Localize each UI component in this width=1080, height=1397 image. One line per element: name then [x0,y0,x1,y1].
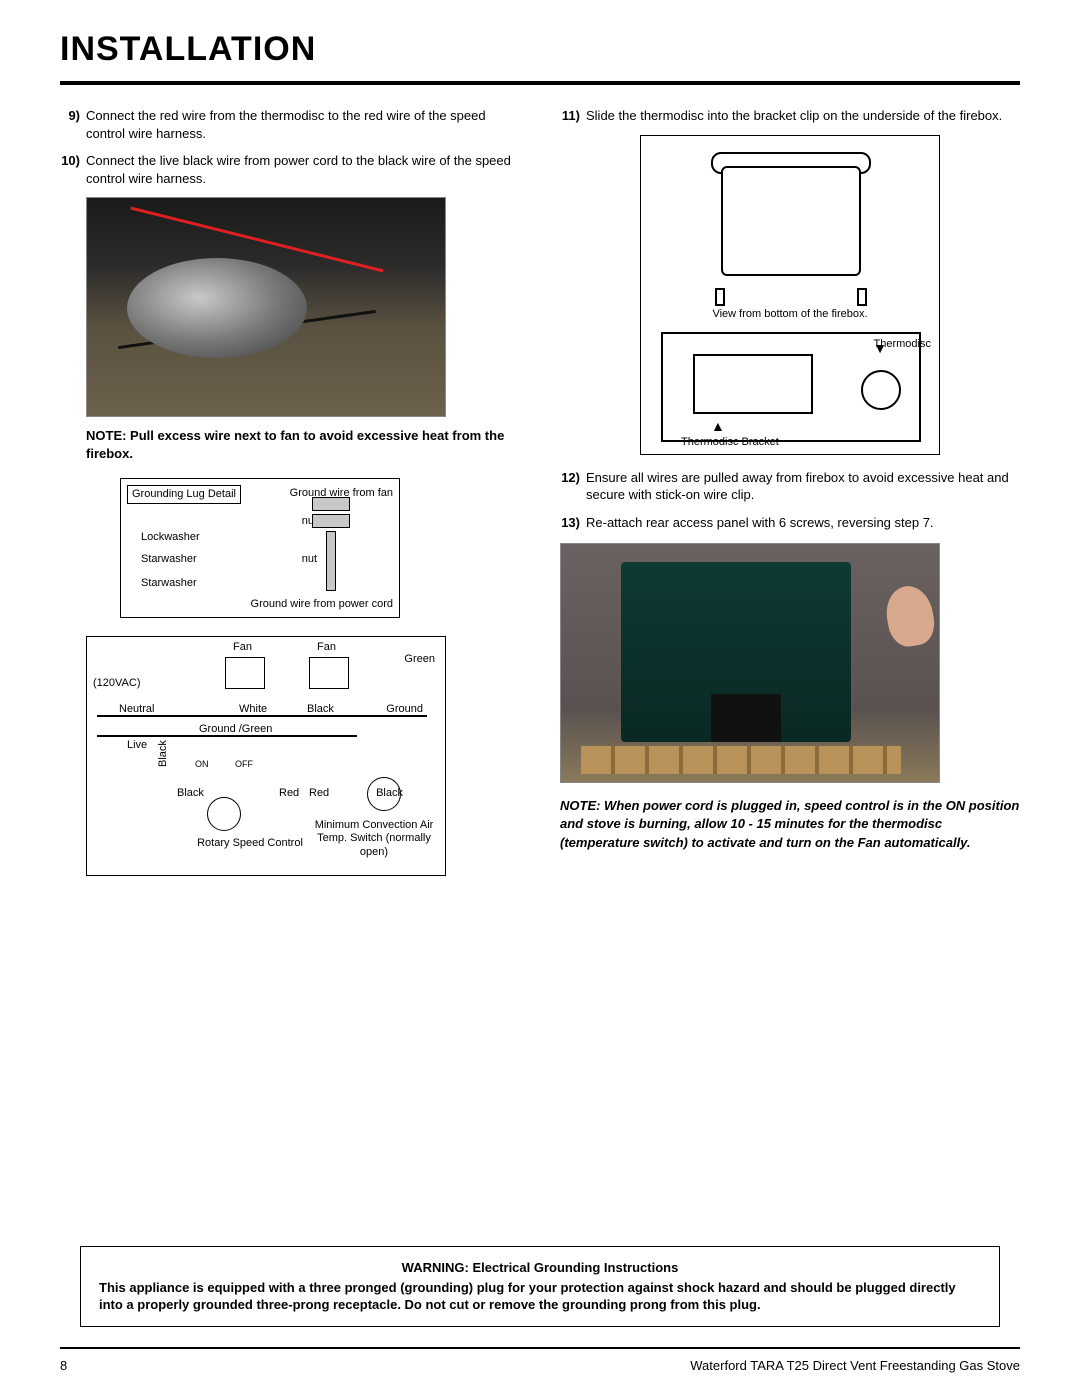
label-fan: Fan [317,641,336,654]
label-starwasher: Starwasher [141,553,197,566]
title-rule [60,81,1020,85]
label-on: ON [195,759,209,770]
label-live: Live [127,739,147,752]
label-bracket: Thermodisc Bracket [681,436,779,448]
label-ground-cord: Ground wire from power cord [251,598,393,611]
step-number: 10) [60,152,86,187]
warning-body: This appliance is equipped with a three … [99,1279,981,1314]
label-green: Green [404,653,435,666]
left-column: 9) Connect the red wire from the thermod… [60,107,520,894]
footer-rule [60,1347,1020,1349]
temp-switch-icon [367,777,401,811]
two-column-layout: 9) Connect the red wire from the thermod… [60,107,1020,894]
label-thermodisc: Thermodisc [874,338,931,350]
diagram-stove-underside: View from bottom of the firebox. ▲ ▼ The… [640,135,940,455]
page-title: INSTALLATION [60,30,1020,69]
footer-product-title: Waterford TARA T25 Direct Vent Freestand… [690,1358,1020,1373]
photo-wiring [86,197,446,417]
note-power-cord: NOTE: When power cord is plugged in, spe… [560,797,1020,852]
rotary-icon [207,797,241,831]
step-10: 10) Connect the live black wire from pow… [60,152,520,187]
note-excess-wire: NOTE: Pull excess wire next to fan to av… [86,427,520,462]
label-min-convection: Minimum Convection Air Temp. Switch (nor… [309,819,439,859]
stove-vent [711,694,781,742]
label-view-bottom: View from bottom of the firebox. [641,308,939,320]
bracket-rect [693,354,813,414]
step-number: 13) [560,514,586,532]
warning-heading: WARNING: Electrical Grounding Instructio… [99,1259,981,1277]
label-120vac: (120VAC) [93,677,140,690]
red-wire-illustration [130,207,383,273]
warning-box: WARNING: Electrical Grounding Instructio… [80,1246,1000,1327]
wire-line [97,735,357,737]
label-starwasher: Starwasher [141,577,197,590]
arrow-icon: ▲ [711,418,725,434]
diagram-wiring: (120VAC) Neutral Live Black Green White … [86,636,446,876]
fan-box [309,657,349,689]
page-number: 8 [60,1358,67,1373]
label-black: Black [157,740,170,767]
step-number: 11) [560,107,586,125]
step-text: Slide the thermodisc into the bracket cl… [586,107,1020,125]
step-13: 13) Re-attach rear access panel with 6 s… [560,514,1020,532]
label-black: Black [177,787,204,800]
label-red: Red [309,787,329,800]
label-lockwasher: Lockwasher [141,531,200,544]
diagram-grounding-lug: Grounding Lug Detail Ground wire from fa… [120,478,400,618]
manual-page: INSTALLATION 9) Connect the red wire fro… [0,0,1080,1397]
label-red: Red [279,787,299,800]
step-text: Connect the red wire from the thermodisc… [86,107,520,142]
step-9: 9) Connect the red wire from the thermod… [60,107,520,142]
step-text: Connect the live black wire from power c… [86,152,520,187]
hand-illustration [882,583,938,650]
step-number: 12) [560,469,586,504]
bolt-illustration [301,497,361,587]
photo-stove-rear [560,543,940,783]
label-fan: Fan [233,641,252,654]
label-off: OFF [235,759,253,770]
step-text: Re-attach rear access panel with 6 screw… [586,514,1020,532]
stove-outline [701,146,881,296]
step-11: 11) Slide the thermodisc into the bracke… [560,107,1020,125]
black-wire-illustration [118,310,376,349]
fan-box [225,657,265,689]
step-number: 9) [60,107,86,142]
wire-line [97,715,427,717]
thermodisc-circle [861,370,901,410]
step-12: 12) Ensure all wires are pulled away fro… [560,469,1020,504]
lug-title: Grounding Lug Detail [127,485,241,504]
step-text: Ensure all wires are pulled away from fi… [586,469,1020,504]
pallet [581,746,901,774]
right-column: 11) Slide the thermodisc into the bracke… [560,107,1020,894]
label-rotary: Rotary Speed Control [195,837,305,850]
